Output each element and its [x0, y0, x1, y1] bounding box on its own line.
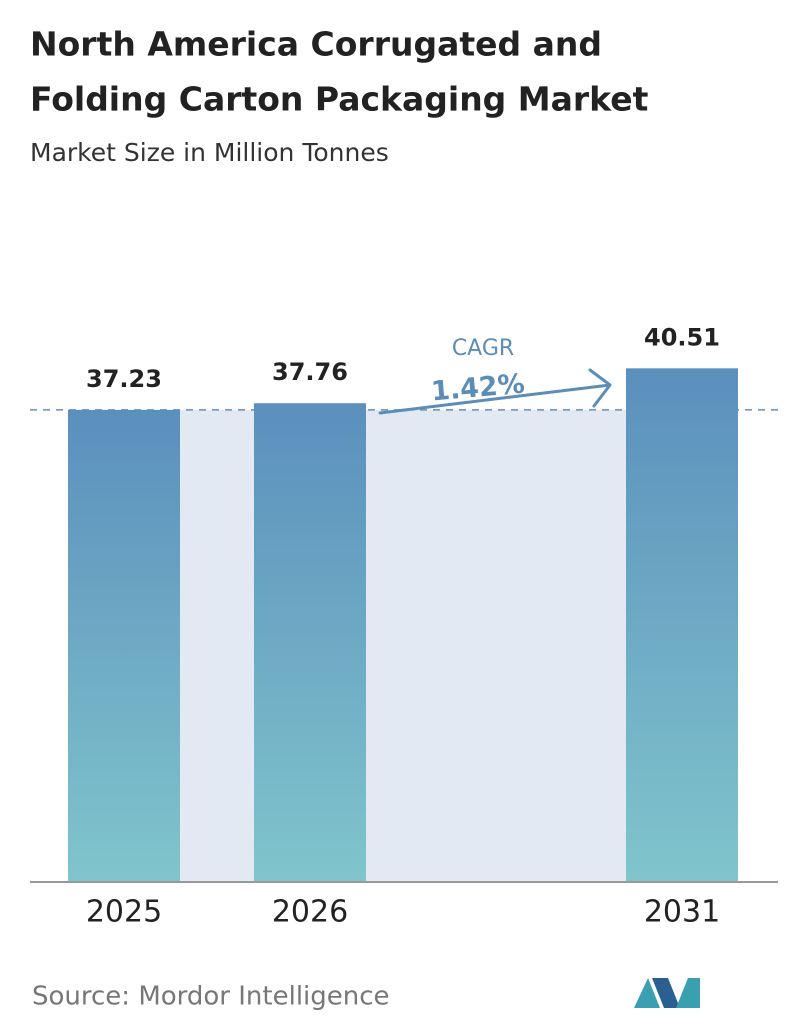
x-tick-label: 2026 [272, 895, 348, 930]
logo [634, 978, 700, 1008]
cagr-arrow [378, 368, 612, 415]
bar [626, 368, 738, 882]
annotation-label: CAGR [452, 336, 514, 361]
bar [68, 409, 180, 882]
chart-title: Folding Carton Packaging Market [30, 80, 649, 119]
data-label: 40.51 [644, 323, 720, 351]
data-label: 37.23 [86, 365, 162, 393]
source: Source: Mordor Intelligence [32, 982, 390, 1012]
bar [254, 403, 366, 882]
x-tick-label: 2025 [86, 895, 162, 930]
chart-subtitle: Market Size in Million Tonnes [30, 138, 389, 167]
chart-title: North America Corrugated and [30, 25, 602, 64]
data-label: 37.76 [272, 358, 348, 386]
x-tick-label: 2031 [644, 895, 720, 930]
